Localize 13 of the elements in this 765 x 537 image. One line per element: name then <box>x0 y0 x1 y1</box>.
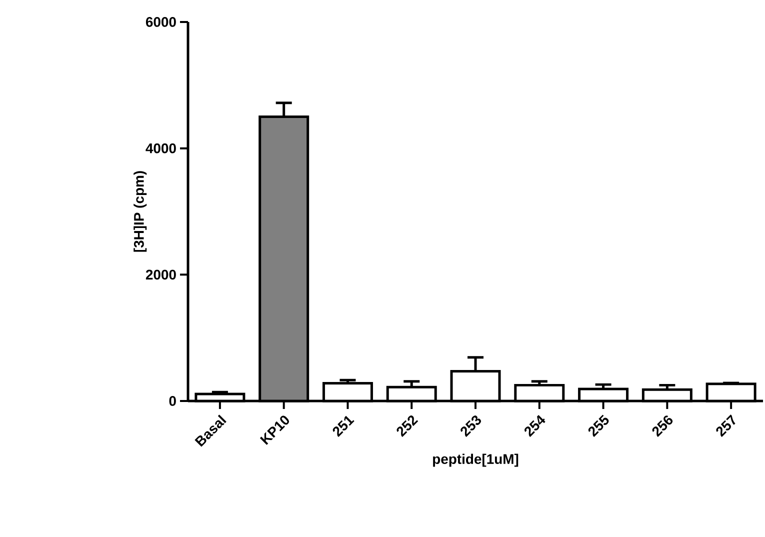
x-tick-label: 256 <box>652 416 673 437</box>
x-tick-label: 252 <box>396 416 418 437</box>
x-tick-label: 251 <box>332 416 354 437</box>
x-tick-label: 257 <box>716 414 736 437</box>
x-tick-label: 254 <box>524 415 546 437</box>
y-tick-label: 6000 <box>146 17 176 27</box>
x-tick-label: 253 <box>460 416 482 437</box>
x-axis-title: peptide[1uM] <box>433 454 518 467</box>
y-tick-label: 0 <box>169 396 176 406</box>
y-tick-label: 2000 <box>146 270 176 280</box>
x-tick-label: 255 <box>588 414 609 437</box>
y-axis-title: [3H]IP (cpm) <box>134 171 147 252</box>
y-tick-label: 4000 <box>146 143 176 154</box>
